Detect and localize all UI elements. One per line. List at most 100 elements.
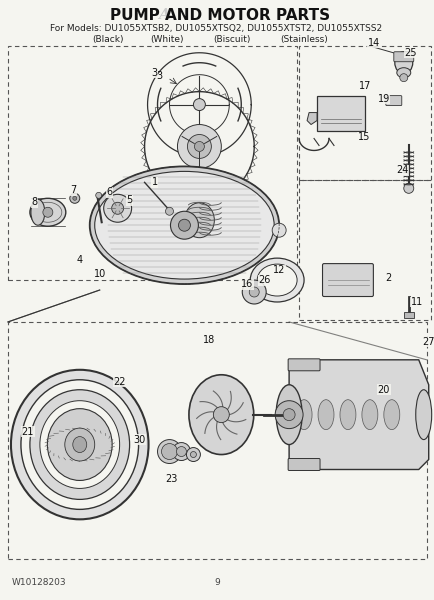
FancyBboxPatch shape <box>316 95 364 131</box>
Ellipse shape <box>31 199 45 225</box>
Text: 20: 20 <box>377 385 389 395</box>
Circle shape <box>157 440 181 464</box>
Text: 7: 7 <box>70 185 77 196</box>
Circle shape <box>43 207 53 217</box>
Bar <box>8 322 426 559</box>
Ellipse shape <box>317 400 333 430</box>
Text: (Black): (Black) <box>92 35 123 44</box>
Text: (Biscuit): (Biscuit) <box>213 35 250 44</box>
Ellipse shape <box>415 390 431 440</box>
Ellipse shape <box>191 215 207 223</box>
Text: 17: 17 <box>358 80 370 91</box>
Ellipse shape <box>30 390 129 499</box>
Circle shape <box>272 223 286 237</box>
Circle shape <box>190 452 196 458</box>
Circle shape <box>170 211 198 239</box>
Text: (Stainless): (Stainless) <box>279 35 327 44</box>
Circle shape <box>172 443 190 461</box>
FancyBboxPatch shape <box>393 52 413 62</box>
Text: 9: 9 <box>214 578 220 587</box>
Text: 21: 21 <box>22 427 34 437</box>
Circle shape <box>72 196 76 200</box>
Circle shape <box>187 134 211 158</box>
Circle shape <box>249 287 259 297</box>
Polygon shape <box>306 113 316 125</box>
Text: 5: 5 <box>126 196 132 205</box>
Ellipse shape <box>276 385 301 445</box>
Text: 1: 1 <box>151 178 157 187</box>
Circle shape <box>165 207 173 215</box>
Text: 23: 23 <box>165 475 177 484</box>
Circle shape <box>103 194 132 222</box>
Circle shape <box>161 443 177 460</box>
Circle shape <box>178 219 190 231</box>
Circle shape <box>186 448 200 461</box>
Text: 11: 11 <box>410 297 422 307</box>
Ellipse shape <box>188 375 253 455</box>
Circle shape <box>399 74 407 82</box>
Text: 4: 4 <box>76 255 82 265</box>
Text: 26: 26 <box>257 275 270 285</box>
Ellipse shape <box>89 166 279 284</box>
Text: 16: 16 <box>240 279 253 289</box>
Text: 8: 8 <box>32 197 38 207</box>
Text: 14: 14 <box>367 38 379 48</box>
Ellipse shape <box>383 400 399 430</box>
Text: 27: 27 <box>421 337 434 347</box>
Text: 3: 3 <box>156 71 162 80</box>
Ellipse shape <box>361 400 377 430</box>
Text: 3: 3 <box>151 68 157 77</box>
FancyBboxPatch shape <box>385 95 401 106</box>
Ellipse shape <box>65 428 95 461</box>
Text: A: A <box>158 8 170 22</box>
Ellipse shape <box>95 172 273 279</box>
Ellipse shape <box>256 264 296 296</box>
Text: 6: 6 <box>106 187 112 197</box>
Polygon shape <box>289 360 428 469</box>
FancyBboxPatch shape <box>322 263 372 296</box>
Circle shape <box>112 202 123 214</box>
Bar <box>8 46 296 280</box>
FancyBboxPatch shape <box>287 458 319 470</box>
Circle shape <box>275 401 302 428</box>
Bar <box>299 46 430 181</box>
Text: W10128203: W10128203 <box>12 578 66 587</box>
Text: (White): (White) <box>151 35 184 44</box>
Text: 25: 25 <box>404 48 416 58</box>
Ellipse shape <box>47 409 112 481</box>
Circle shape <box>176 446 186 457</box>
Ellipse shape <box>40 401 119 488</box>
Ellipse shape <box>11 370 148 520</box>
Text: 24: 24 <box>396 166 408 175</box>
Bar <box>299 181 430 320</box>
Circle shape <box>193 98 205 110</box>
Circle shape <box>177 125 221 169</box>
FancyBboxPatch shape <box>287 359 319 371</box>
Text: 15: 15 <box>357 133 369 142</box>
Ellipse shape <box>72 437 86 452</box>
Text: PUMP AND MOTOR PARTS: PUMP AND MOTOR PARTS <box>110 8 330 23</box>
Ellipse shape <box>21 380 138 509</box>
Text: For Models: DU1055XTSB2, DU1055XTSQ2, DU1055XTST2, DU1055XTSS2: For Models: DU1055XTSB2, DU1055XTSQ2, DU… <box>50 25 381 34</box>
Circle shape <box>283 409 294 421</box>
Ellipse shape <box>184 203 214 238</box>
Text: 22: 22 <box>113 377 125 387</box>
Ellipse shape <box>396 68 410 77</box>
Ellipse shape <box>250 258 303 302</box>
Text: 19: 19 <box>377 94 389 104</box>
Ellipse shape <box>30 199 66 226</box>
Text: 12: 12 <box>273 265 285 275</box>
FancyBboxPatch shape <box>403 312 413 318</box>
Circle shape <box>403 184 413 193</box>
Ellipse shape <box>296 400 311 430</box>
Text: 10: 10 <box>93 269 105 279</box>
Text: 30: 30 <box>133 434 145 445</box>
Circle shape <box>194 142 204 151</box>
Ellipse shape <box>339 400 355 430</box>
Circle shape <box>213 407 229 422</box>
Ellipse shape <box>394 52 412 74</box>
Circle shape <box>95 193 102 199</box>
Text: 2: 2 <box>385 273 391 283</box>
Text: 18: 18 <box>203 335 215 345</box>
Circle shape <box>69 193 79 203</box>
